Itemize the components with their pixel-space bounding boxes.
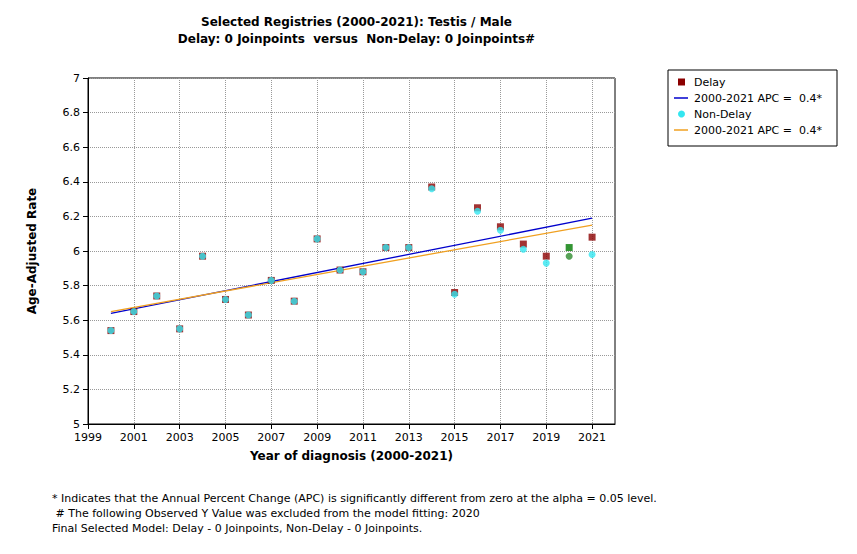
svg-text:2000-2021 APC = 0.4*: 2000-2021 APC = 0.4*	[694, 92, 822, 105]
svg-text:6.6: 6.6	[63, 141, 81, 154]
svg-text:6.8: 6.8	[63, 106, 81, 119]
svg-text:2007: 2007	[257, 431, 285, 444]
svg-text:2005: 2005	[211, 431, 239, 444]
svg-text:5: 5	[73, 418, 80, 431]
svg-text:* Indicates that the Annual Pe: * Indicates that the Annual Percent Chan…	[52, 492, 657, 505]
svg-text:5.8: 5.8	[63, 279, 81, 292]
svg-text:Year of diagnosis (2000-2021): Year of diagnosis (2000-2021)	[249, 449, 453, 463]
svg-text:Non-Delay: Non-Delay	[694, 108, 752, 121]
svg-text:7: 7	[73, 72, 80, 85]
svg-text:2009: 2009	[303, 431, 331, 444]
svg-text:2013: 2013	[395, 431, 423, 444]
svg-text:2003: 2003	[166, 431, 194, 444]
svg-text:2021: 2021	[578, 431, 606, 444]
svg-text:6: 6	[73, 245, 80, 258]
svg-text:2011: 2011	[349, 431, 377, 444]
svg-text:6.2: 6.2	[63, 210, 81, 223]
svg-text:2017: 2017	[486, 431, 514, 444]
svg-text:Delay: Delay	[694, 76, 726, 89]
svg-text:Selected Registries (2000-2021: Selected Registries (2000-2021): Testis …	[201, 15, 512, 29]
svg-text:5.6: 5.6	[63, 314, 81, 327]
svg-text:2019: 2019	[532, 431, 560, 444]
svg-text:Delay: 0 Joinpoints versus N: Delay: 0 Joinpoints versus Non-Delay: 0 …	[178, 32, 535, 46]
svg-text:2001: 2001	[120, 431, 148, 444]
svg-text:1999: 1999	[74, 431, 102, 444]
svg-text:5.4: 5.4	[63, 348, 81, 361]
svg-text:2000-2021 APC = 0.4*: 2000-2021 APC = 0.4*	[694, 124, 822, 137]
svg-text:6.4: 6.4	[63, 175, 81, 188]
svg-text:5.2: 5.2	[63, 383, 81, 396]
svg-text:# The following Observed Y Val: # The following Observed Y Value was exc…	[52, 507, 480, 520]
svg-text:2015: 2015	[441, 431, 469, 444]
svg-text:Final Selected Model: Delay -: Final Selected Model: Delay - 0 Joinpoin…	[52, 522, 422, 535]
svg-text:Age-Adjusted Rate: Age-Adjusted Rate	[25, 188, 39, 315]
